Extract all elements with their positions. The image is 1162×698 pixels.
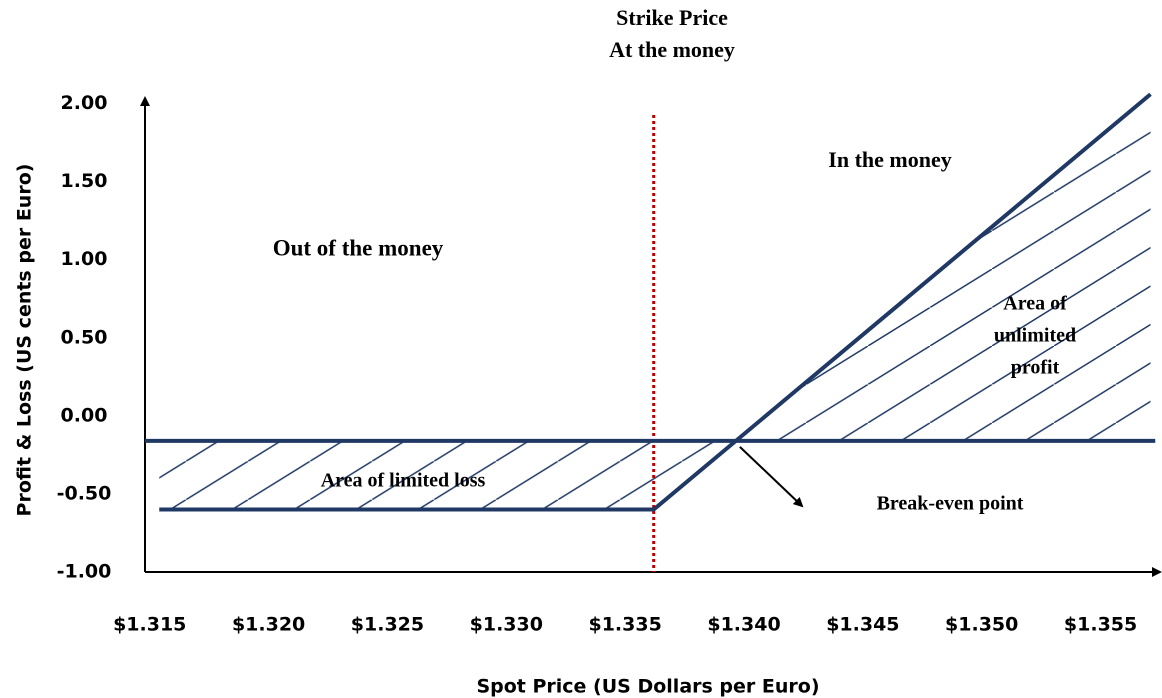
- y-tick-label: 2.00: [61, 92, 108, 114]
- annotation: Out of the money: [273, 235, 444, 260]
- annotation: profit: [1011, 357, 1060, 379]
- annotation: Area of: [1003, 293, 1067, 315]
- break-even-arrow: [739, 446, 804, 508]
- y-tick-label: -0.50: [57, 482, 112, 504]
- y-tick-label: 0.00: [61, 404, 108, 426]
- y-tick-label: 0.50: [61, 326, 108, 348]
- x-axis-title: Spot Price (US Dollars per Euro): [476, 676, 819, 698]
- x-tick-label: $1.315: [113, 614, 186, 636]
- y-tick-label: 1.50: [61, 170, 108, 192]
- x-tick-label: $1.350: [945, 614, 1018, 636]
- annotation: unlimited: [994, 325, 1076, 347]
- x-tick-label: $1.355: [1064, 614, 1137, 636]
- x-tick-label: $1.335: [588, 614, 661, 636]
- annotation: Area of limited loss: [321, 470, 486, 492]
- payoff-line: [159, 92, 1152, 512]
- x-tick-label: $1.345: [826, 614, 899, 636]
- y-tick-label: -1.00: [57, 561, 112, 583]
- annotation: Strike Price: [616, 5, 728, 30]
- x-tick-label: $1.340: [707, 614, 780, 636]
- x-tick-label: $1.330: [470, 614, 543, 636]
- x-tick-label: $1.320: [232, 614, 305, 636]
- loss-area: [159, 440, 736, 510]
- y-tick-label: 1.00: [61, 248, 108, 270]
- x-tick-label: $1.325: [351, 614, 424, 636]
- annotation: At the money: [609, 37, 735, 62]
- y-axis-title: Profit & Loss (US cents per Euro): [14, 164, 36, 517]
- annotation: Break-even point: [877, 493, 1024, 515]
- annotation: In the money: [828, 147, 951, 172]
